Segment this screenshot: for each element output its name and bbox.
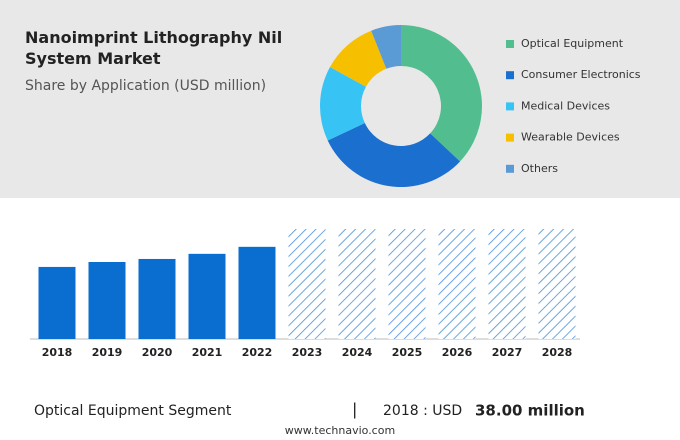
footer-amount: 38.00 million <box>475 402 585 420</box>
x-tick-label: 2021 <box>192 346 223 359</box>
x-tick-label: 2026 <box>442 346 473 359</box>
forecast-bar <box>538 229 576 339</box>
footer-segment: Optical Equipment Segment <box>34 403 232 419</box>
forecast-bar <box>288 229 326 339</box>
x-tick-label: 2022 <box>242 346 273 359</box>
bar <box>88 262 126 339</box>
legend-swatch <box>506 40 514 48</box>
bar <box>188 253 226 339</box>
bar <box>238 246 276 339</box>
legend-swatch <box>506 102 514 111</box>
footer-separator: | <box>352 400 357 419</box>
donut-slice <box>320 66 366 141</box>
forecast-bar <box>388 229 426 339</box>
bar <box>138 258 176 339</box>
x-tick-label: 2018 <box>42 346 73 359</box>
legend-label: Optical Equipment <box>521 37 624 50</box>
x-tick-label: 2024 <box>342 346 373 359</box>
x-tick-label: 2025 <box>392 346 423 359</box>
donut-slice <box>330 30 387 87</box>
legend-swatch <box>506 133 514 142</box>
chart-title: Nanoimprint Lithography Nil System Market <box>25 28 282 68</box>
donut-slice <box>401 25 482 162</box>
legend-label: Medical Devices <box>521 99 610 112</box>
legend-label: Others <box>521 162 558 175</box>
x-tick-label: 2023 <box>292 346 323 359</box>
donut-slice <box>327 123 461 188</box>
x-tick-label: 2020 <box>142 346 173 359</box>
bar <box>38 266 76 339</box>
forecast-bar <box>438 229 476 339</box>
footer-year: 2018 : USD <box>383 403 462 419</box>
legend-label: Consumer Electronics <box>521 68 641 81</box>
chart-subtitle: Share by Application (USD million) <box>25 78 266 94</box>
forecast-bar <box>488 229 526 339</box>
footer-source: www.technavio.com <box>285 424 395 437</box>
legend-label: Wearable Devices <box>521 131 620 144</box>
x-tick-label: 2027 <box>492 346 523 359</box>
donut-slice <box>371 25 401 69</box>
legend-swatch <box>506 164 514 173</box>
legend-swatch <box>506 71 514 80</box>
x-tick-label: 2019 <box>92 346 123 359</box>
x-tick-label: 2028 <box>542 346 573 359</box>
forecast-bar <box>338 229 376 339</box>
